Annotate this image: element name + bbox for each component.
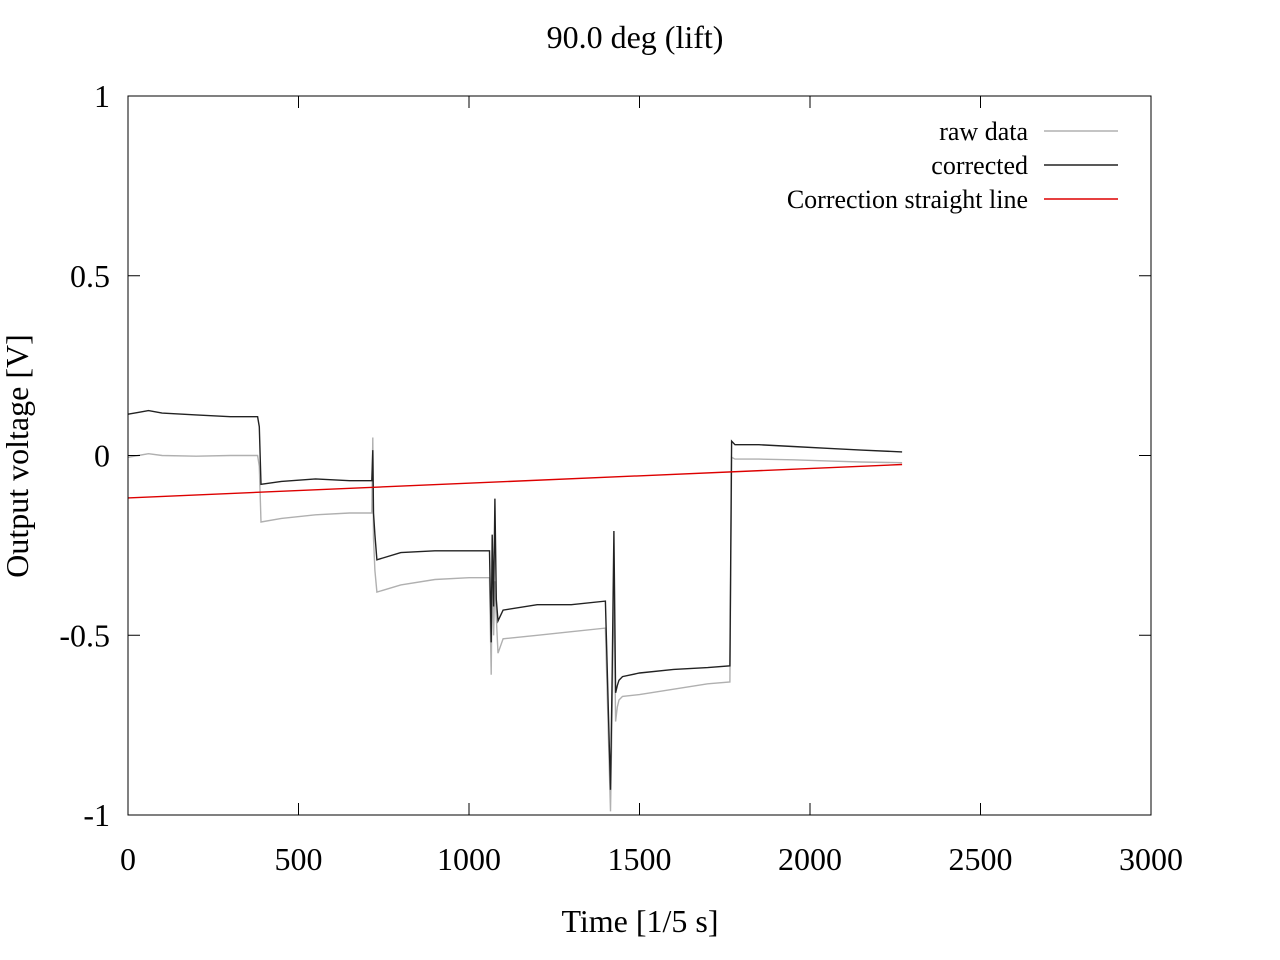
y-tick-label: -1 xyxy=(83,797,110,833)
y-tick-label: 0.5 xyxy=(70,258,110,294)
series-line-0 xyxy=(127,437,903,812)
series-line-1 xyxy=(127,409,903,790)
x-tick-label: 3000 xyxy=(1119,841,1183,877)
legend: raw data corrected Correction straight lin… xyxy=(787,117,1118,214)
legend-label-0: raw data xyxy=(939,117,1028,146)
plot-lines xyxy=(127,409,903,812)
x-tick-label: 500 xyxy=(275,841,323,877)
x-tick-label: 0 xyxy=(120,841,136,877)
x-axis-label: Time [1/5 s] xyxy=(561,903,718,939)
y-axis-label: Output voltage [V] xyxy=(0,334,35,578)
x-tick-label: 2000 xyxy=(778,841,842,877)
series-line-2 xyxy=(127,463,903,499)
x-tick-label: 2500 xyxy=(949,841,1013,877)
y-tick-label: -0.5 xyxy=(59,617,110,653)
legend-label-2: Correction straight line xyxy=(787,185,1028,214)
chart-title: 90.0 deg (lift) xyxy=(547,19,724,55)
x-tick-label: 1500 xyxy=(608,841,672,877)
y-tick-label: 0 xyxy=(94,438,110,474)
y-tick-label: 1 xyxy=(94,78,110,114)
axis-ticks: 0 500 1000 1500 2000 2500 3000 -1 -0.5 0 0.5 1 xyxy=(59,78,1183,877)
legend-label-1: corrected xyxy=(931,151,1028,180)
x-tick-label: 1000 xyxy=(437,841,501,877)
